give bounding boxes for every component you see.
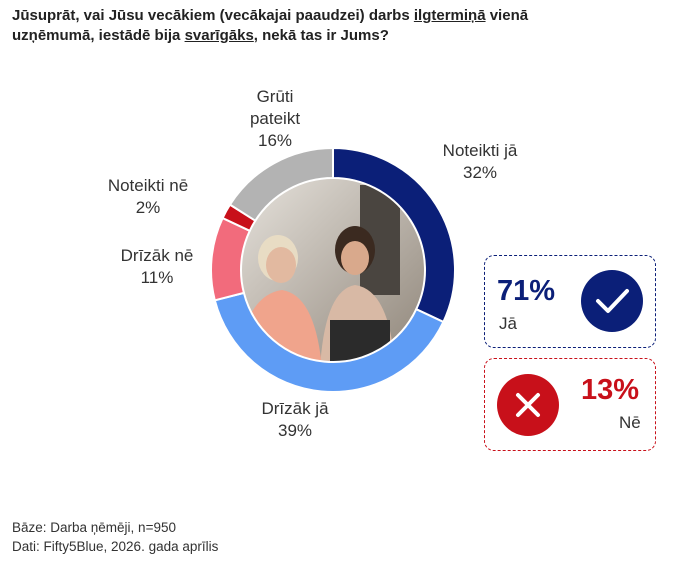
summary-label: Jā <box>499 314 517 333</box>
photo <box>241 178 425 362</box>
segment-value-label: 32% <box>462 163 498 182</box>
summary-value: 71% <box>497 275 556 307</box>
title-part: Jūsuprāt, vai Jūsu vecākiem (vecākajai p… <box>12 7 414 24</box>
segment-label: Noteikti jā <box>442 141 518 160</box>
title-part: vienā uzņēmumā, iestādē bija <box>12 7 529 44</box>
summary-label: Nē <box>619 413 641 432</box>
title-part: , nekā tas ir Jums? <box>253 27 389 44</box>
segment-value-label: 16% <box>257 131 293 150</box>
donut-segment <box>228 146 334 223</box>
segment-label: Grūti pateikt <box>249 87 301 128</box>
segment-label: Drīzāk nē <box>120 246 194 265</box>
summary-box <box>484 255 656 348</box>
title-part: ilgtermiņā <box>413 7 486 24</box>
check-icon <box>581 270 643 332</box>
check-mark <box>596 289 629 313</box>
segment-label: Noteikti nē <box>107 176 189 195</box>
segment-value-label: 11% <box>140 268 174 287</box>
cross-mark <box>516 393 540 417</box>
footnote: Dati: Fifty5Blue, 2026. gada aprīlis <box>12 539 219 554</box>
segment-label: Drīzāk jā <box>261 399 329 418</box>
segment-value-label: 39% <box>277 421 313 440</box>
title-part: svarīgāks <box>184 27 254 44</box>
title: Jūsuprāt, vai Jūsu vecākiem (vecākajai p… <box>12 6 572 46</box>
segment-value-label: 2% <box>135 198 161 217</box>
summary-value: 13% <box>581 374 640 406</box>
summary-box <box>484 358 656 451</box>
footnote: Bāze: Darba ņēmēji, n=950 <box>12 520 176 535</box>
